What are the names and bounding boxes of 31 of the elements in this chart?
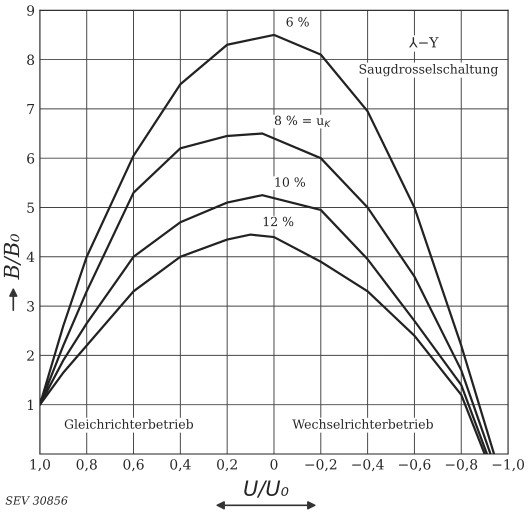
y-tick-label: 4 (26, 252, 34, 262)
x-axis-title: U/U₀ (244, 480, 288, 498)
y-tick-label: 8 (27, 54, 34, 66)
annotation: Wechselrichterbetrieb (292, 419, 433, 429)
x-tick-label: 1,0 (30, 459, 50, 472)
annotation: Saugdrosselschaltung (360, 64, 498, 76)
y-tick-label: 2 (27, 350, 34, 361)
x-tick-label: 0,2 (217, 459, 237, 472)
y-tick-label: 9 (27, 5, 34, 16)
annotation: Gleichrichterbetrieb (64, 419, 194, 429)
x-tick-label: 0,8 (76, 459, 97, 472)
x-tick-label: −0,4 (352, 459, 384, 472)
text: SEV 30856 (6, 496, 68, 505)
annotation: ⅄−Y (409, 37, 439, 48)
x-tick-label: 0,4 (170, 459, 191, 472)
series-label: 10 % (276, 177, 306, 187)
y-tick-label: 5 (27, 202, 34, 213)
x-tick-label: −0,8 (446, 459, 478, 472)
x-tick-label: 0,6 (123, 459, 144, 472)
y-tick-label: 6 (27, 153, 34, 164)
series-label: 12 % (264, 216, 294, 226)
x-tick-label: −0,6 (399, 459, 430, 472)
y-tick-label: 3 (27, 301, 34, 312)
x-tick-label: −0,2 (305, 459, 336, 472)
x-tick-label: −1,0 (492, 459, 524, 472)
y-tick-label: 1 (28, 400, 34, 410)
series-label: 8 % = u$_{K}$ (274, 116, 331, 127)
x-tick-label: 0 (270, 459, 278, 470)
y-axis-title: B/B₀ (4, 234, 21, 280)
y-tick-label: 7 (27, 104, 34, 114)
series-label: 6 % (286, 17, 309, 27)
